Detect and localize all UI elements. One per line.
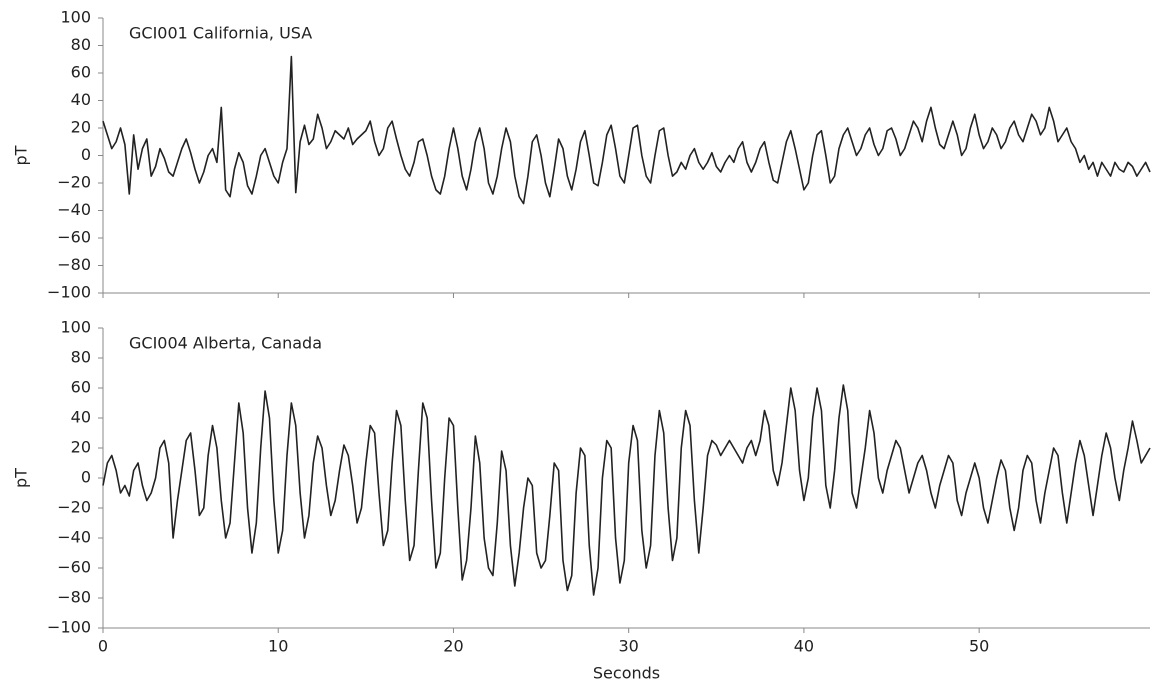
y-tick-label: −60 — [57, 558, 91, 577]
y-tick-label: −20 — [57, 173, 91, 192]
x-tick-label: 50 — [969, 637, 989, 656]
y-axis-label: pT — [12, 145, 31, 165]
x-tick-label: 30 — [619, 637, 639, 656]
signal-line — [102, 384, 1151, 596]
y-tick-label: 100 — [60, 318, 91, 337]
y-axis-label: pT — [12, 468, 31, 488]
y-tick-label: 0 — [81, 468, 91, 487]
y-tick-label: 100 — [60, 8, 91, 27]
y-tick-label: −60 — [57, 228, 91, 247]
x-tick-label: 0 — [98, 637, 108, 656]
y-tick-label: −100 — [47, 618, 91, 637]
y-tick-label: −80 — [57, 255, 91, 274]
y-tick-label: −40 — [57, 528, 91, 547]
y-tick-label: −100 — [47, 283, 91, 302]
y-tick-label: 80 — [71, 35, 91, 54]
x-tick-label: 40 — [794, 637, 814, 656]
y-tick-label: 60 — [71, 378, 91, 397]
y-tick-label: 40 — [71, 90, 91, 109]
y-tick-label: 60 — [71, 63, 91, 82]
y-tick-label: 40 — [71, 408, 91, 427]
y-tick-label: 20 — [71, 438, 91, 457]
signal-line — [102, 55, 1151, 205]
panel-annotation: GCI004 Alberta, Canada — [129, 334, 322, 353]
y-tick-label: −40 — [57, 200, 91, 219]
x-tick-label: 10 — [268, 637, 288, 656]
y-tick-label: 0 — [81, 145, 91, 164]
x-tick-label: 20 — [443, 637, 463, 656]
panel-annotation: GCI001 California, USA — [129, 24, 312, 43]
x-axis-label: Seconds — [593, 664, 660, 683]
y-tick-label: −20 — [57, 498, 91, 517]
y-tick-label: 20 — [71, 118, 91, 137]
y-tick-label: −80 — [57, 588, 91, 607]
y-tick-label: 80 — [71, 348, 91, 367]
